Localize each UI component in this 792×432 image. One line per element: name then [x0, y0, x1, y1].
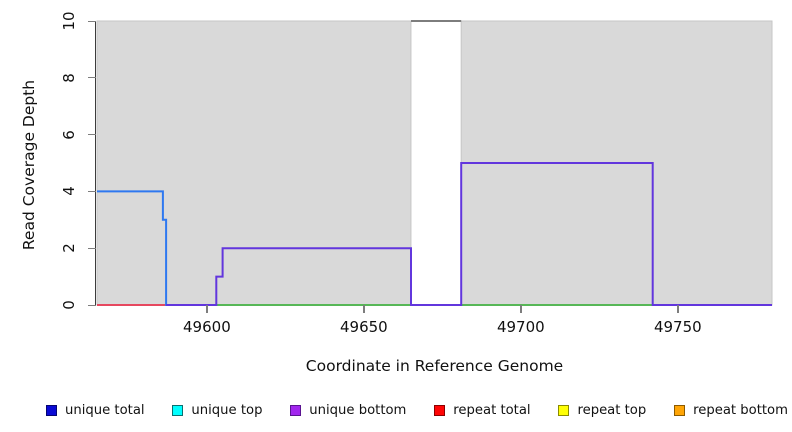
y-tick-label: 8 [60, 73, 78, 83]
legend-item-repeat-top: repeat top [558, 403, 646, 418]
y-tick-mark [88, 134, 96, 136]
y-tick-mark [88, 190, 96, 193]
y-tick-mark [88, 20, 96, 22]
legend-item-repeat-bottom: repeat bottom [674, 403, 788, 418]
legend: unique total unique top unique bottom repea… [46, 397, 788, 423]
legend-item-repeat-total: repeat total [434, 402, 531, 418]
y-tick-label: 2 [60, 243, 78, 253]
x-tick-label: 49750 [653, 318, 702, 336]
shaded-region [96, 20, 412, 306]
legend-swatch-icon [290, 404, 302, 416]
y-tick-mark [88, 247, 96, 249]
unique-bottom-line [166, 162, 772, 306]
y-tick-label: 0 [60, 300, 78, 310]
y-tick-label: 6 [60, 129, 78, 140]
legend-swatch-icon [46, 404, 57, 416]
y-tick-label: 4 [60, 186, 78, 197]
legend-item-unique-total: unique total [46, 403, 145, 418]
legend-label: unique bottom [309, 402, 407, 418]
legend-item-unique-bottom: unique bottom [290, 403, 406, 418]
legend-label: repeat top [577, 402, 647, 418]
y-axis-title: Read Coverage Depth [20, 79, 38, 251]
x-tick-mark [520, 305, 522, 313]
legend-label: unique total [65, 402, 145, 418]
x-tick-label: 49600 [183, 318, 231, 336]
x-tick-label: 49700 [496, 318, 545, 336]
y-tick-mark [88, 77, 96, 79]
y-tick-mark [88, 304, 96, 306]
legend-label: repeat total [453, 402, 531, 418]
x-tick-label: 49650 [340, 318, 388, 336]
legend-item-unique-top: unique top [172, 403, 262, 418]
x-tick-mark [677, 305, 679, 313]
legend-swatch-icon [434, 404, 446, 416]
legend-swatch-icon [674, 404, 686, 416]
x-tick-mark [363, 305, 365, 313]
legend-label: repeat bottom [693, 402, 788, 418]
x-tick-mark [206, 305, 208, 313]
y-axis-line [95, 21, 97, 306]
legend-swatch-icon [558, 404, 570, 416]
plot-area [96, 20, 773, 306]
legend-swatch-icon [172, 404, 184, 416]
x-axis-title: Coordinate in Reference Genome [305, 357, 564, 375]
legend-label: unique top [191, 402, 263, 418]
y-tick-label: 10 [60, 11, 78, 31]
